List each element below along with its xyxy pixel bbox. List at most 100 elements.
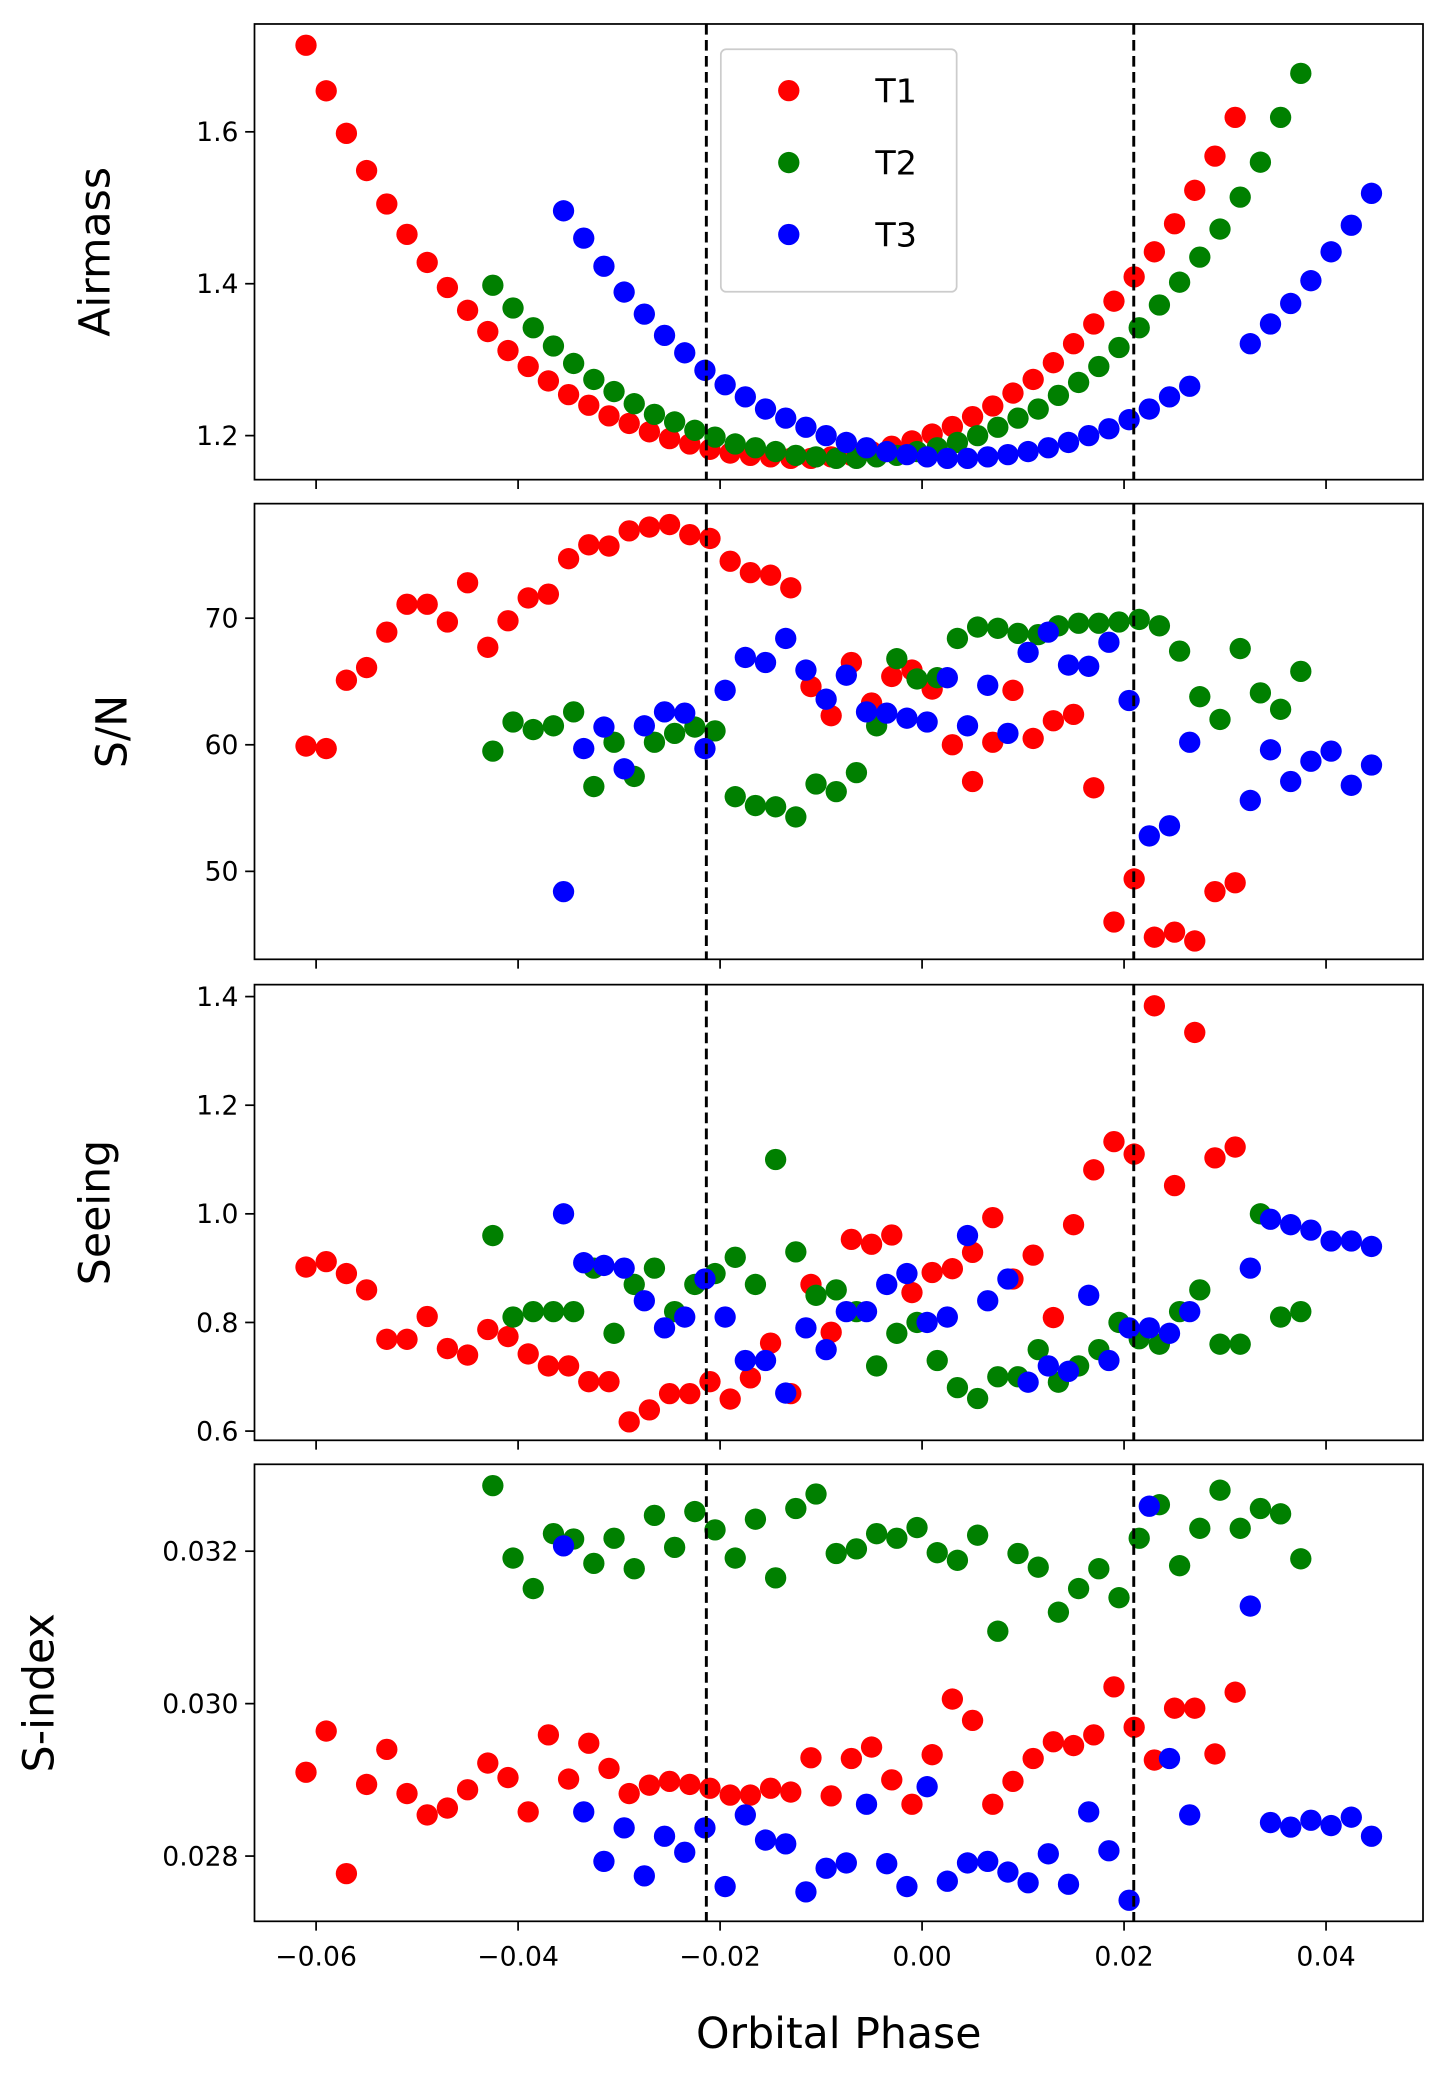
data-point (623, 1558, 645, 1580)
data-point (1209, 218, 1231, 240)
data-point (1184, 179, 1206, 201)
data-point (946, 431, 969, 454)
data-point (638, 516, 661, 538)
data-point (1300, 1219, 1322, 1241)
data-point (1078, 655, 1100, 677)
data-point (805, 1483, 827, 1505)
data-point (436, 1797, 459, 1819)
data-point (1340, 774, 1362, 796)
data-point (477, 1318, 499, 1341)
data-point (456, 1779, 479, 1801)
data-point (618, 1782, 640, 1805)
data-point (987, 416, 1009, 438)
data-point (860, 1736, 883, 1758)
data-point (583, 368, 605, 391)
data-point (739, 1784, 762, 1806)
data-point (714, 679, 736, 702)
data-point (1083, 1724, 1105, 1746)
data-point (1204, 880, 1226, 903)
data-point (522, 1577, 544, 1600)
data-point (623, 393, 645, 415)
data-point (815, 424, 837, 447)
data-point (603, 1527, 625, 1549)
data-point (1360, 754, 1383, 776)
data-point (335, 1262, 358, 1285)
legend-marker (778, 79, 800, 102)
data-point (295, 1761, 317, 1783)
data-point (1209, 1479, 1231, 1501)
data-point (987, 1620, 1009, 1642)
data-point (436, 276, 459, 299)
data-point (1062, 703, 1085, 726)
data-point (1002, 382, 1024, 404)
data-point (1184, 1697, 1206, 1719)
data-point (982, 1793, 1004, 1815)
data-point (1037, 1355, 1059, 1377)
data-point (1239, 1595, 1261, 1617)
data-point (835, 664, 857, 686)
data-point (820, 705, 842, 727)
data-point (1179, 1804, 1201, 1826)
data-point (734, 386, 756, 408)
data-point (1148, 294, 1171, 316)
data-point (775, 627, 797, 650)
data-point (643, 403, 666, 426)
y-axis-label: S/N (88, 695, 138, 768)
data-point (1204, 145, 1226, 167)
data-point (1088, 612, 1110, 634)
data-point (674, 702, 696, 724)
data-point (795, 1317, 817, 1339)
data-point (416, 251, 438, 274)
data-point (1179, 375, 1201, 397)
data-point (764, 440, 787, 463)
data-point (1320, 1814, 1342, 1837)
data-point (699, 1777, 721, 1799)
data-point (1143, 926, 1166, 948)
data-point (537, 583, 560, 605)
data-point (785, 1241, 807, 1263)
data-point (603, 731, 625, 753)
x-axis-label: Orbital Phase (696, 2009, 981, 2059)
data-point (562, 1300, 585, 1323)
y-tick-label: 0.028 (162, 1841, 238, 1872)
data-point (966, 1387, 989, 1410)
data-point (1259, 313, 1282, 335)
data-point (926, 1542, 948, 1564)
data-point (573, 1801, 595, 1823)
y-tick-label: 0.6 (196, 1416, 238, 1447)
data-point (537, 1355, 560, 1377)
data-point (638, 421, 661, 443)
data-point (977, 446, 999, 468)
data-point (497, 339, 519, 362)
data-point (1138, 398, 1160, 420)
data-point (436, 611, 459, 633)
data-point (1163, 213, 1186, 235)
data-point (941, 734, 964, 756)
data-point (1229, 637, 1251, 660)
data-point (1138, 825, 1160, 847)
data-point (1017, 1872, 1039, 1894)
data-point (1239, 1257, 1261, 1279)
data-point (916, 1311, 938, 1334)
data-point (1143, 241, 1166, 263)
data-point (1007, 407, 1029, 429)
data-point (754, 1829, 777, 1851)
data-point (1078, 1801, 1100, 1823)
y-axis-label: S-index (14, 1613, 64, 1772)
data-point (876, 1273, 898, 1296)
data-point (881, 1769, 903, 1791)
data-point (1269, 698, 1292, 720)
data-point (1189, 1279, 1211, 1301)
data-point (482, 274, 504, 296)
data-point (946, 1549, 969, 1571)
data-point (396, 1328, 418, 1350)
legend: T1 T2 T3 (719, 48, 958, 293)
data-point (552, 880, 575, 903)
data-point (1098, 1349, 1120, 1372)
data-point (961, 1241, 984, 1264)
data-point (1088, 1558, 1110, 1580)
data-point (1179, 731, 1201, 753)
data-point (295, 34, 317, 56)
data-point (1128, 317, 1150, 339)
data-point (1042, 1731, 1065, 1753)
